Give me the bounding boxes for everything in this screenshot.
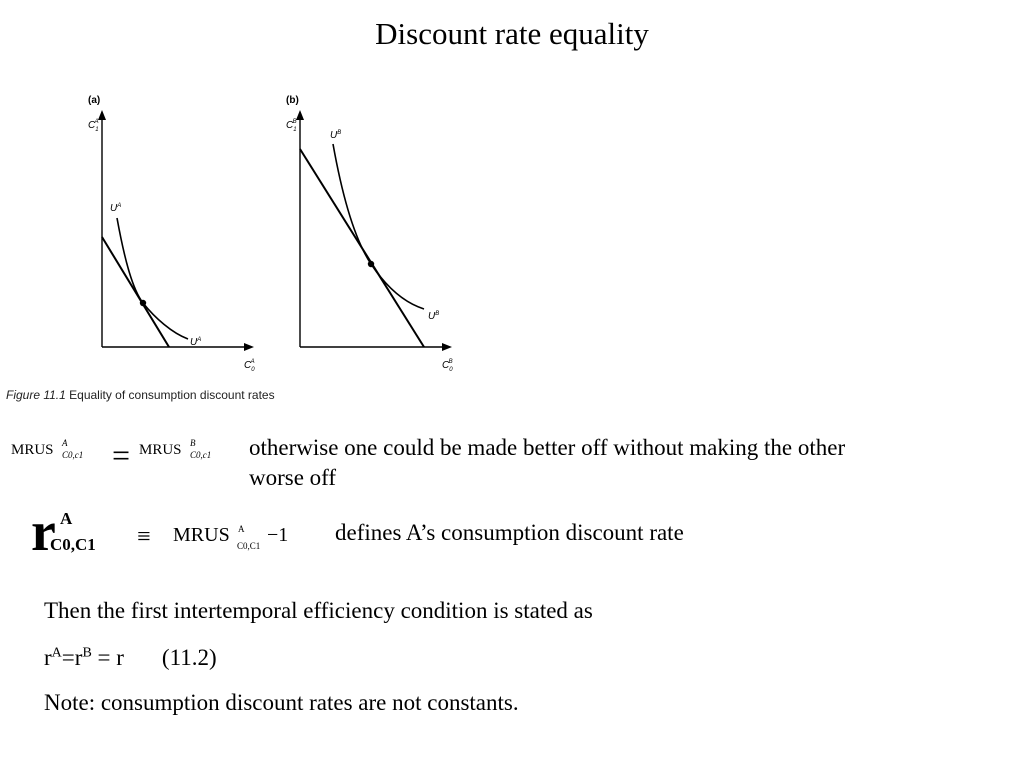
eq1-note-line2: worse off [249,465,337,490]
panel-a-y-arrow [98,110,106,120]
panel-a-label: (a) [88,95,100,106]
panel-b-x-arrow [442,343,452,351]
panel-b-x-axis-label: C0B [442,359,453,373]
eq1-note-line1: otherwise one could be made better off w… [249,435,846,460]
panel-b: (b) C1B C0B UB UB [286,95,453,373]
figure-caption-text: Equality of consumption discount rates [69,388,275,402]
slide-title: Discount rate equality [375,16,649,51]
body-line2-sup-b: B [82,645,92,661]
equation-reference: (11.2) [161,645,217,670]
eq1-left-mrus: MRUS [11,442,54,458]
panel-a-curve-label-top: UA [110,203,121,214]
panel-a-y-axis-label: C1A [88,119,99,133]
panel-b-curve-label-bottom: UB [428,311,439,322]
panel-b-tangency-point [367,260,375,268]
eq2-mrus-sup: A [238,524,245,534]
figure-caption: Figure 11.1 Equality of consumption disc… [6,388,275,402]
eq1-left-sub: C0,c1 [62,450,84,460]
eq2-r-sub: C0,C1 [50,535,96,554]
panel-a-x-axis-label: C0A [244,359,255,373]
eq2-r: r [31,501,56,563]
figure-caption-label: Figure 11.1 [6,388,66,402]
body-line2-eq: =r [61,645,83,670]
eq2-minus-one: −1 [267,524,289,546]
panel-b-curve-label-top: UB [330,130,341,141]
eq2-equiv: ≡ [137,524,151,550]
eq2-r-sup: A [60,509,73,528]
panel-b-y-arrow [296,110,304,120]
body-line2-rest: = r [91,645,124,670]
eq1-right-sup: B [190,438,196,448]
eq2-note: defines A’s consumption discount rate [335,520,684,545]
body-line2-r: r [44,645,52,670]
body-line2-sup-a: A [51,645,62,661]
body-line3: Note: consumption discount rates are not… [44,690,519,715]
eq1-equals: = [112,437,131,473]
body-line2: rA=rB = r (11.2) [44,645,217,671]
panel-a-x-arrow [244,343,254,351]
eq1-right-sub: C0,c1 [190,450,212,460]
panel-b-y-axis-label: C1B [286,119,297,133]
body-line1: Then the first intertemporal efficiency … [44,598,593,623]
panel-a: (a) C1A C0A UA UA [88,95,255,373]
panel-b-label: (b) [286,95,299,106]
eq1-right-mrus: MRUS [139,442,182,458]
panel-a-curve-label-bottom: UA [190,337,201,348]
panel-a-tangency-point [139,299,147,307]
panel-b-indifference-curve [332,143,425,310]
eq2-mrus: MRUS [173,524,230,546]
panel-a-budget-line [101,236,170,348]
eq2-mrus-sub: C0,C1 [237,541,261,551]
eq1-left-sup: A [62,438,68,448]
figure-11-1: (a) C1A C0A UA UA (b) C1B C0B UB UB [88,95,453,373]
